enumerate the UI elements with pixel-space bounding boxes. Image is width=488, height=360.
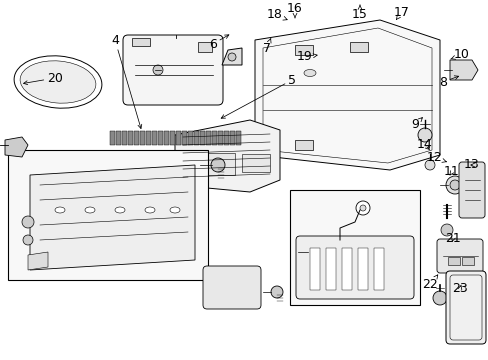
Text: 19: 19 [297,50,317,63]
FancyBboxPatch shape [445,271,485,344]
Bar [341,248,351,290]
Text: 20: 20 [23,72,63,85]
Text: 6: 6 [209,35,228,50]
Polygon shape [449,60,477,80]
Bar [122,131,126,145]
Text: 22: 22 [421,275,437,292]
Text: 15: 15 [351,5,367,22]
Ellipse shape [55,207,65,213]
Text: 3: 3 [0,359,1,360]
FancyBboxPatch shape [123,35,223,105]
Text: 14: 14 [416,139,432,152]
FancyBboxPatch shape [203,266,261,309]
Circle shape [449,180,459,190]
Ellipse shape [304,69,315,77]
Bar [229,131,234,145]
Bar [128,131,132,145]
Bar [236,131,240,145]
Polygon shape [254,20,439,170]
Bar [146,131,150,145]
Bar [294,140,312,150]
Text: 18: 18 [266,9,286,22]
Bar [325,248,335,290]
Bar [116,131,120,145]
Circle shape [417,128,431,142]
Circle shape [440,224,452,236]
Circle shape [23,235,33,245]
Text: 7: 7 [263,38,270,54]
FancyBboxPatch shape [458,162,484,218]
Text: 11: 11 [443,166,459,179]
Bar [182,131,186,145]
Bar [163,131,168,145]
Bar [158,131,162,145]
Bar [218,131,222,145]
Text: 9: 9 [410,118,422,131]
Circle shape [424,160,434,170]
Text: 2: 2 [0,359,1,360]
Text: 4: 4 [111,33,142,129]
Circle shape [270,286,283,298]
Text: 1: 1 [0,359,1,360]
Ellipse shape [170,207,180,213]
Ellipse shape [85,207,95,213]
Ellipse shape [115,207,125,213]
Bar [205,131,210,145]
Bar [200,131,204,145]
Text: 21: 21 [444,233,460,246]
Ellipse shape [14,56,102,108]
Bar [294,45,312,55]
Polygon shape [28,252,48,270]
Polygon shape [222,48,242,65]
Bar [152,131,156,145]
Bar [200,153,235,175]
Text: 8: 8 [438,76,458,89]
Text: 12: 12 [426,152,446,165]
Text: 13: 13 [463,158,479,171]
Polygon shape [175,120,280,192]
Bar [357,248,367,290]
Circle shape [432,291,446,305]
Bar [132,38,150,46]
Bar [170,131,174,145]
Bar [212,131,216,145]
Bar [110,131,114,145]
Bar [198,42,212,52]
Bar [176,131,180,145]
Bar [289,190,419,305]
Bar [447,257,459,265]
Circle shape [22,216,34,228]
Circle shape [359,205,365,211]
Circle shape [227,53,236,61]
FancyBboxPatch shape [295,236,413,299]
Bar [373,248,383,290]
Text: 10: 10 [450,49,469,62]
Polygon shape [5,137,28,157]
Bar [134,131,138,145]
Bar [8,150,207,280]
Circle shape [210,158,224,172]
Text: 16: 16 [286,1,302,18]
Polygon shape [30,165,195,270]
Bar [461,257,473,265]
Bar [349,42,367,52]
Ellipse shape [145,207,155,213]
FancyBboxPatch shape [436,239,482,273]
Circle shape [445,176,463,194]
Circle shape [153,65,163,75]
Text: 23: 23 [451,283,467,296]
Ellipse shape [20,61,96,103]
Bar [242,154,269,172]
Bar [194,131,198,145]
Bar [224,131,228,145]
Circle shape [355,201,369,215]
Text: 5: 5 [221,73,295,118]
Text: 17: 17 [393,5,409,19]
Bar [309,248,319,290]
Bar [140,131,144,145]
Bar [187,131,192,145]
